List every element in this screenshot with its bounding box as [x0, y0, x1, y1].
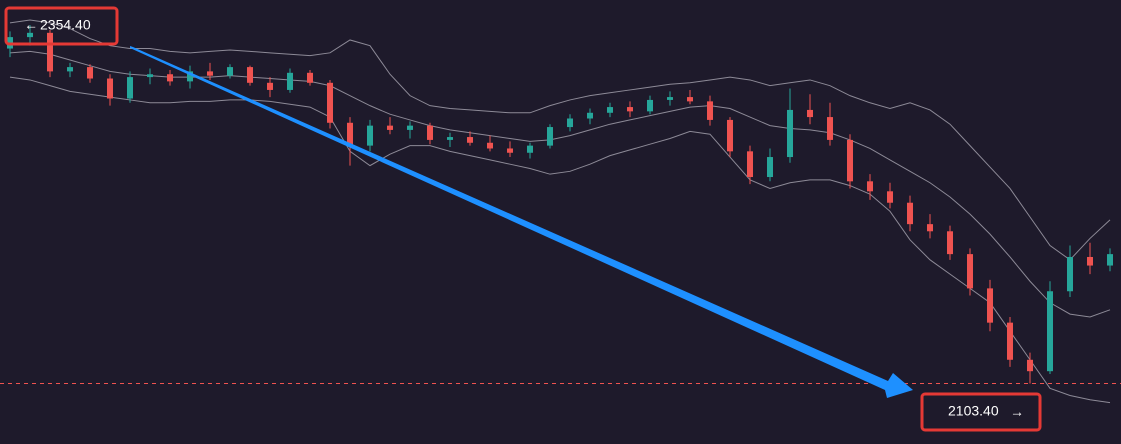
- candle-body: [647, 99, 653, 112]
- candle-body: [567, 118, 573, 128]
- candle-body: [687, 97, 693, 102]
- candle-body: [987, 288, 993, 323]
- candle-body: [307, 72, 313, 83]
- candle-body: [147, 74, 153, 78]
- arrow-glyph: →: [1010, 404, 1024, 420]
- candle-body: [767, 157, 773, 178]
- candle-body: [587, 112, 593, 119]
- bands: [9, 19, 1111, 404]
- candle-body: [1007, 322, 1013, 360]
- candle-body: [427, 125, 433, 140]
- candle-body: [887, 191, 893, 203]
- candle-body: [407, 125, 413, 130]
- band-line: [9, 76, 1111, 404]
- candle-body: [1067, 256, 1073, 292]
- candle-body: [907, 202, 913, 225]
- candle-body: [227, 67, 233, 76]
- low-label-box: [920, 392, 1042, 432]
- candles: [7, 25, 1113, 384]
- high-label: 2354.40: [40, 17, 91, 33]
- candle-body: [627, 107, 633, 112]
- candle-body: [127, 77, 133, 99]
- candle-body: [1087, 256, 1093, 266]
- band-line: [9, 19, 1111, 261]
- candle-body: [167, 74, 173, 82]
- arrow-glyph: ←: [24, 17, 38, 33]
- candle-body: [727, 119, 733, 152]
- candle-body: [607, 107, 613, 113]
- candle-body: [47, 32, 53, 72]
- candle-body: [447, 137, 453, 140]
- candle-body: [267, 82, 273, 90]
- candle-body: [367, 125, 373, 146]
- candle-body: [667, 97, 673, 100]
- candle-body: [867, 181, 873, 192]
- candle-body: [967, 254, 973, 289]
- candle-body: [927, 224, 933, 232]
- high-label-box: [4, 6, 119, 46]
- candle-body: [1107, 254, 1113, 266]
- candle-body: [187, 71, 193, 82]
- low-label: 2103.40: [948, 403, 999, 419]
- candle-body: [807, 109, 813, 118]
- candle-body: [347, 122, 353, 146]
- candle-body: [847, 139, 853, 182]
- candle-body: [947, 231, 953, 255]
- band-line: [9, 50, 1111, 318]
- candle-body: [827, 117, 833, 140]
- arrow: [130, 46, 913, 398]
- candle-body: [527, 145, 533, 153]
- candle-body: [207, 71, 213, 76]
- candle-body: [107, 78, 113, 99]
- candle-body: [27, 32, 33, 38]
- candle-body: [287, 72, 293, 90]
- candle-body: [247, 67, 253, 83]
- candle-body: [87, 67, 93, 79]
- candle-body: [547, 127, 553, 146]
- candle-body: [487, 142, 493, 149]
- candle-body: [787, 109, 793, 158]
- candle-body: [507, 148, 513, 153]
- candle-body: [327, 82, 333, 123]
- candle-body: [387, 125, 393, 130]
- candle-body: [1047, 291, 1053, 372]
- candle-body: [467, 137, 473, 143]
- candle-body: [707, 101, 713, 120]
- candle-body: [1027, 359, 1033, 372]
- candle-body: [67, 67, 73, 72]
- candle-body: [747, 151, 753, 178]
